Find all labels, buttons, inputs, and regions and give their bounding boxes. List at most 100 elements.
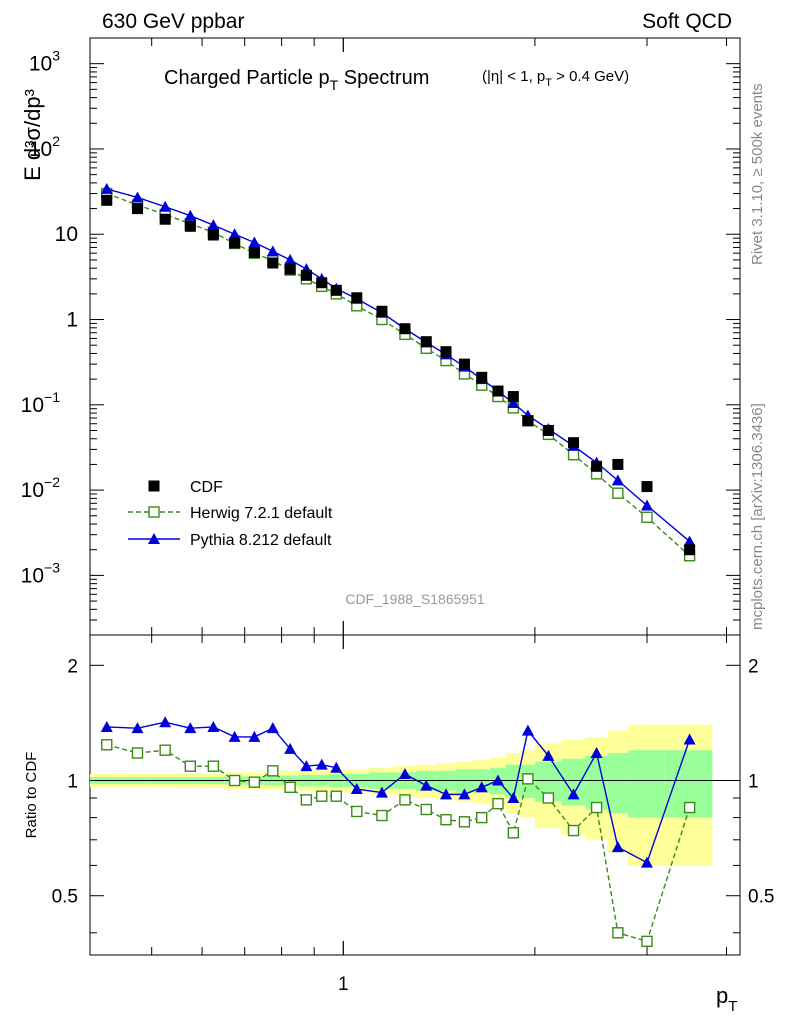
cdf-point bbox=[591, 460, 603, 472]
herwig-ratio-point bbox=[641, 935, 653, 948]
cdf-point bbox=[568, 437, 580, 449]
title-text-rest: Spectrum bbox=[338, 67, 429, 89]
pythia-ratio-point bbox=[542, 749, 555, 761]
pythia-point bbox=[248, 236, 261, 248]
cdf-point bbox=[184, 220, 196, 232]
title-subscript: T bbox=[330, 77, 339, 93]
pythia-ratio-point bbox=[300, 760, 313, 772]
y-tick-label-base: 10 bbox=[21, 564, 44, 587]
ratio-y-tick-label: 0.5 bbox=[52, 887, 78, 908]
pythia-ratio-point bbox=[491, 774, 504, 786]
y-tick-label-exponent: 2 bbox=[52, 133, 60, 149]
x-tick-label: 1 bbox=[338, 974, 349, 995]
pythia-point bbox=[131, 191, 144, 203]
pythia-ratio-point bbox=[100, 720, 113, 732]
analysis-tag: CDF_1988_S1865951 bbox=[345, 591, 485, 607]
ratio-panel-frame bbox=[89, 634, 741, 956]
header-left: 630 GeV ppbar bbox=[102, 10, 244, 33]
cdf-point bbox=[476, 371, 488, 383]
legend-label: Herwig 7.2.1 default bbox=[190, 505, 333, 522]
ratio-y-axis-label: Ratio to CDF bbox=[23, 752, 40, 839]
ratio-inner-band bbox=[607, 753, 628, 814]
cdf-point bbox=[420, 336, 432, 348]
herwig-ratio-point bbox=[590, 801, 603, 814]
herwig-ratio-point bbox=[567, 824, 580, 837]
pythia-ratio-point bbox=[567, 788, 580, 800]
pythia-point bbox=[228, 228, 241, 240]
cdf-point bbox=[207, 229, 219, 241]
header-right: Soft QCD bbox=[642, 10, 732, 33]
herwig-line bbox=[106, 192, 691, 557]
y-tick-label-exponent: −3 bbox=[44, 559, 60, 575]
y-tick-label-base: 10 bbox=[21, 394, 44, 417]
cdf-point bbox=[684, 544, 696, 556]
ratio-y-tick-label-right: 1 bbox=[748, 772, 759, 793]
cdf-point bbox=[507, 391, 519, 403]
cdf-point bbox=[440, 346, 452, 358]
title-cut-subscript: T bbox=[545, 77, 552, 89]
legend: CDF Herwig 7.2.1 default Pythia 8.212 defa… bbox=[128, 479, 333, 549]
herwig-ratio-point bbox=[420, 803, 432, 816]
herwig-ratio-point bbox=[542, 792, 555, 804]
pythia-ratio-point bbox=[315, 758, 328, 770]
y-axis-label: E d³σ/dp³ bbox=[20, 89, 45, 181]
pythia-point bbox=[100, 182, 113, 194]
pythia-ratio-point bbox=[507, 792, 520, 804]
pythia-ratio-point bbox=[458, 788, 471, 800]
cdf-point bbox=[399, 323, 411, 335]
herwig-ratio-point bbox=[476, 811, 488, 824]
cdf-point bbox=[376, 305, 388, 317]
herwig-ratio-point bbox=[101, 739, 113, 751]
main-panel-frame bbox=[89, 37, 741, 636]
legend-label: CDF bbox=[190, 479, 223, 496]
herwig-ratio-point bbox=[184, 760, 197, 772]
title-text: Charged Particle p bbox=[164, 67, 330, 89]
cdf-point bbox=[641, 481, 653, 493]
title-cut: (|η| < 1, pT > 0.4 GeV) bbox=[482, 68, 629, 89]
pythia-line bbox=[106, 188, 691, 542]
herwig-point bbox=[641, 511, 653, 523]
legend-marker bbox=[148, 533, 160, 544]
legend-label: Pythia 8.212 default bbox=[190, 532, 332, 549]
herwig-ratio-point bbox=[522, 773, 534, 785]
cdf-point bbox=[159, 213, 171, 225]
y-tick-label: 10−3 bbox=[21, 559, 61, 587]
y-tick-label-base: 10 bbox=[29, 53, 52, 76]
ratio-inner-band bbox=[505, 764, 521, 799]
pythia-ratio-point bbox=[131, 722, 144, 734]
y-tick-label: 10 bbox=[55, 223, 78, 246]
pythia-ratio-line bbox=[106, 721, 691, 864]
y-axis-label-text: E d³σ/dp³ bbox=[20, 89, 45, 181]
y-tick-label-base: 10 bbox=[29, 138, 52, 161]
chart-title: Charged Particle pT Spectrum bbox=[164, 67, 429, 93]
pythia-ratio-point bbox=[590, 747, 603, 759]
cdf-point bbox=[248, 247, 260, 259]
y-tick-label: 10−1 bbox=[21, 389, 61, 417]
pythia-ratio-point bbox=[440, 788, 453, 800]
svg-text:Charged Particle pT Spectrum: Charged Particle pT Spectrum bbox=[164, 67, 429, 93]
y-tick-label: 10−2 bbox=[21, 474, 61, 502]
herwig-ratio-point bbox=[159, 744, 171, 756]
cdf-point bbox=[284, 263, 296, 275]
ratio-y-tick-label: 1 bbox=[67, 772, 78, 793]
pythia-ratio-point bbox=[228, 730, 241, 742]
herwig-ratio-point bbox=[207, 760, 220, 772]
pythia-ratio-point bbox=[159, 716, 172, 728]
pythia-ratio-point bbox=[330, 761, 343, 773]
pythia-ratio-point bbox=[420, 779, 433, 791]
pythia-ratio-point bbox=[350, 783, 363, 795]
y-tick-label-base: 10 bbox=[21, 479, 44, 502]
cdf-point bbox=[132, 203, 144, 215]
ratio-series-marks bbox=[100, 716, 696, 948]
x-axis-label: pT bbox=[716, 983, 737, 1015]
cdf-point bbox=[492, 385, 504, 397]
pythia-ratio-point bbox=[683, 733, 696, 745]
ratio-y-tick-label-right: 2 bbox=[748, 656, 759, 677]
pythia-point bbox=[284, 253, 297, 265]
ratio-inner-band bbox=[585, 755, 608, 810]
herwig-ratio-point bbox=[458, 816, 471, 828]
mcplots-credit-label: mcplots.cern.ch [arXiv:1306.3436] bbox=[749, 403, 766, 630]
herwig-ratio-point bbox=[131, 747, 144, 759]
pythia-ratio-point bbox=[248, 730, 261, 742]
